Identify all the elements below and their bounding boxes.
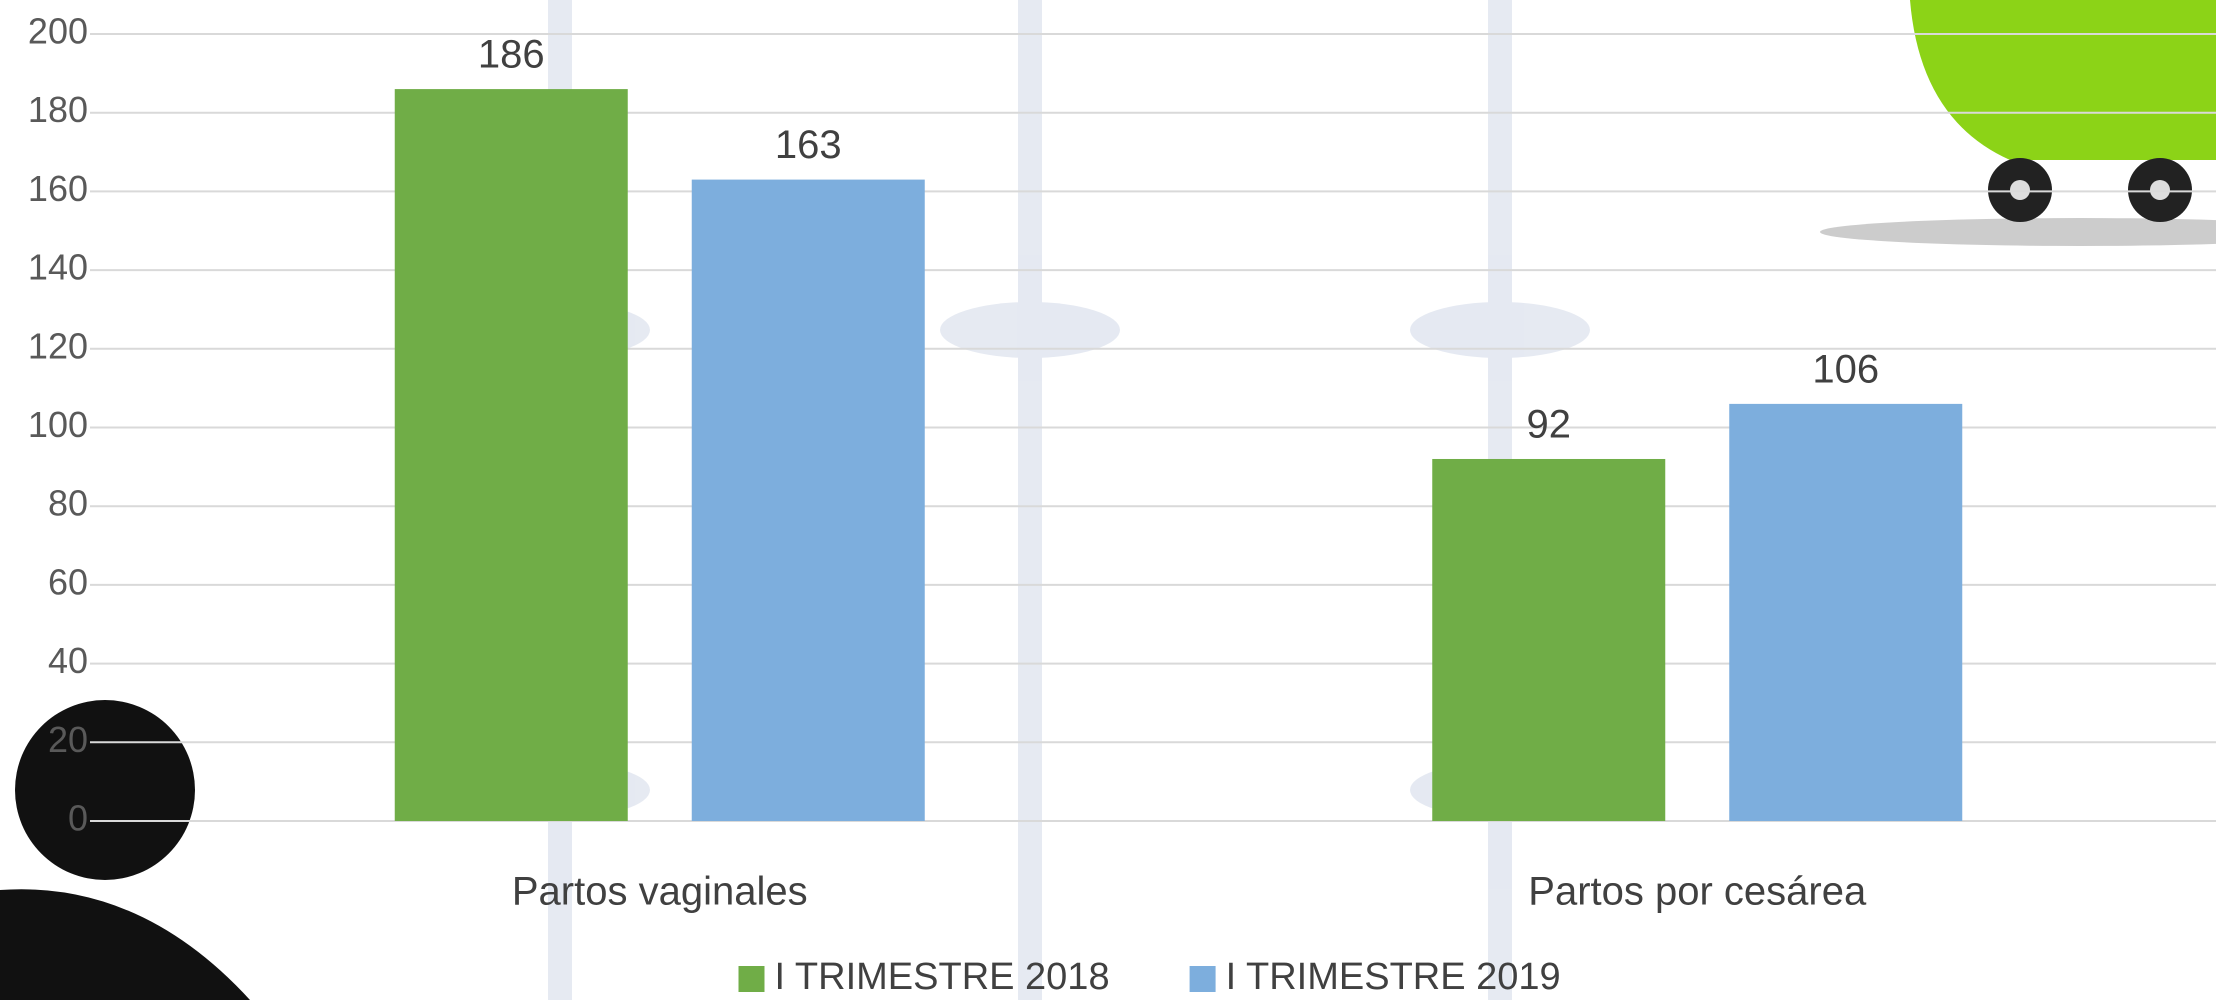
data-label: 106 [1812, 347, 1879, 391]
y-tick-label: 200 [28, 11, 88, 52]
y-tick-label: 120 [28, 325, 88, 366]
person-decoration [0, 700, 250, 1000]
data-label: 163 [775, 123, 842, 167]
background-decoration [470, 0, 1590, 1000]
data-label: 92 [1527, 403, 1572, 447]
cart-decoration [1820, 0, 2216, 246]
y-tick-label: 20 [48, 719, 88, 760]
data-label: 186 [478, 33, 545, 77]
y-tick-label: 60 [48, 561, 88, 602]
y-tick-label: 0 [68, 798, 88, 839]
bar [691, 179, 925, 822]
y-tick-label: 160 [28, 168, 88, 209]
y-tick-label: 180 [28, 89, 88, 130]
bar [1432, 458, 1666, 821]
x-tick-label: Partos por cesárea [1528, 870, 1867, 914]
bar [1729, 403, 1963, 821]
y-tick-label: 40 [48, 640, 88, 681]
x-tick-label: Partos vaginales [512, 870, 808, 914]
y-tick-label: 100 [28, 404, 88, 445]
bar [394, 89, 628, 822]
legend-label: I TRIMESTRE 2018 [775, 956, 1110, 998]
y-tick-label: 140 [28, 247, 88, 288]
legend-swatch [738, 966, 765, 992]
legend-swatch [1189, 966, 1216, 992]
y-tick-label: 80 [48, 483, 88, 524]
legend-label: I TRIMESTRE 2019 [1226, 956, 1561, 998]
